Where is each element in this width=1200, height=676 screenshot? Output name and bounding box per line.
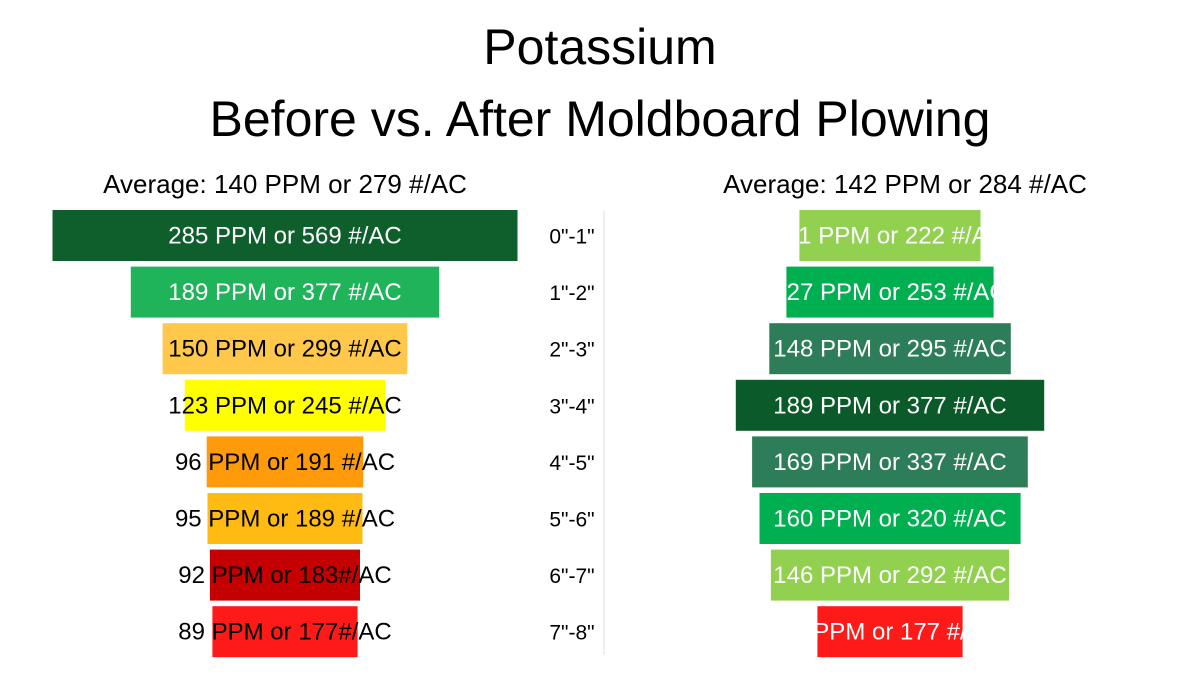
after-bar-label-2: 127 PPM or 253 #/AC	[773, 279, 1006, 306]
after-bar-5	[752, 436, 1028, 488]
before-bar-7	[209, 549, 360, 601]
depth-label-8: 7"-8"	[549, 622, 594, 645]
before-bar-5	[206, 436, 364, 488]
depth-labels: 0"-1" 1"-2" 2"-3" 3"-4" 4"-5" 5"-6" 6"-7" 7"-8"	[549, 226, 594, 645]
depth-label-6: 5"-6"	[549, 509, 594, 532]
depth-label-7: 6"-7"	[549, 565, 594, 588]
before-bar-label-8: 89 PPM or 177#/AC	[178, 619, 391, 646]
after-bar-8	[817, 606, 963, 658]
depth-label-4: 3"-4"	[549, 395, 594, 418]
after-bar-label-3: 148 PPM or 295 #/AC	[773, 336, 1006, 363]
after-bar-label-5: 169 PPM or 337 #/AC	[773, 449, 1006, 476]
chart-subtitle: Before vs. After Moldboard Plowing	[209, 91, 991, 147]
after-bar-7	[770, 549, 1010, 601]
after-bar-3	[769, 323, 1011, 375]
before-bar-1	[52, 210, 518, 261]
before-bar-3	[162, 323, 408, 375]
before-bar-label-3: 150 PPM or 299 #/AC	[168, 336, 401, 363]
after-bar-label-1: 111 PPM or 222 #/AC	[775, 223, 1005, 250]
before-bar-4	[184, 379, 386, 431]
after-bar-6	[759, 493, 1021, 544]
after-bar-1	[799, 210, 981, 261]
before-bar-label-5: 96 PPM or 191 #/AC	[175, 449, 395, 476]
depth-label-3: 2"-3"	[549, 339, 594, 362]
before-bar-8	[212, 606, 358, 658]
before-bar-label-1: 285 PPM or 569 #/AC	[168, 223, 401, 250]
depth-label-5: 4"-5"	[549, 452, 594, 475]
after-bar-2	[786, 266, 994, 318]
after-average-label: Average: 142 PPM or 284 #/AC	[723, 169, 1087, 199]
before-bars: 285 PPM or 569 #/AC 189 PPM or 377 #/AC 15…	[52, 210, 518, 658]
before-bar-2	[130, 266, 440, 318]
chart-title: Potassium	[483, 19, 717, 75]
before-bar-label-2: 189 PPM or 377 #/AC	[168, 279, 401, 306]
after-bar-label-6: 160 PPM or 320 #/AC	[773, 506, 1006, 533]
after-bar-label-7: 146 PPM or 292 #/AC	[773, 562, 1006, 589]
after-bars: 111 PPM or 222 #/AC 127 PPM or 253 #/AC 14…	[735, 210, 1045, 658]
after-bar-4	[735, 379, 1045, 431]
before-bar-label-7: 92 PPM or 183#/AC	[178, 562, 391, 589]
after-bar-label-8: 89 PPM or 177 #/AC	[780, 619, 1000, 646]
after-bar-label-4: 189 PPM or 377 #/AC	[773, 392, 1006, 419]
before-bar-label-4: 123 PPM or 245 #/AC	[168, 392, 401, 419]
before-bar-label-6: 95 PPM or 189 #/AC	[175, 506, 395, 533]
before-bar-6	[207, 493, 363, 544]
before-average-label: Average: 140 PPM or 279 #/AC	[103, 169, 467, 199]
depth-label-2: 1"-2"	[549, 282, 594, 305]
depth-label-1: 0"-1"	[549, 226, 594, 249]
